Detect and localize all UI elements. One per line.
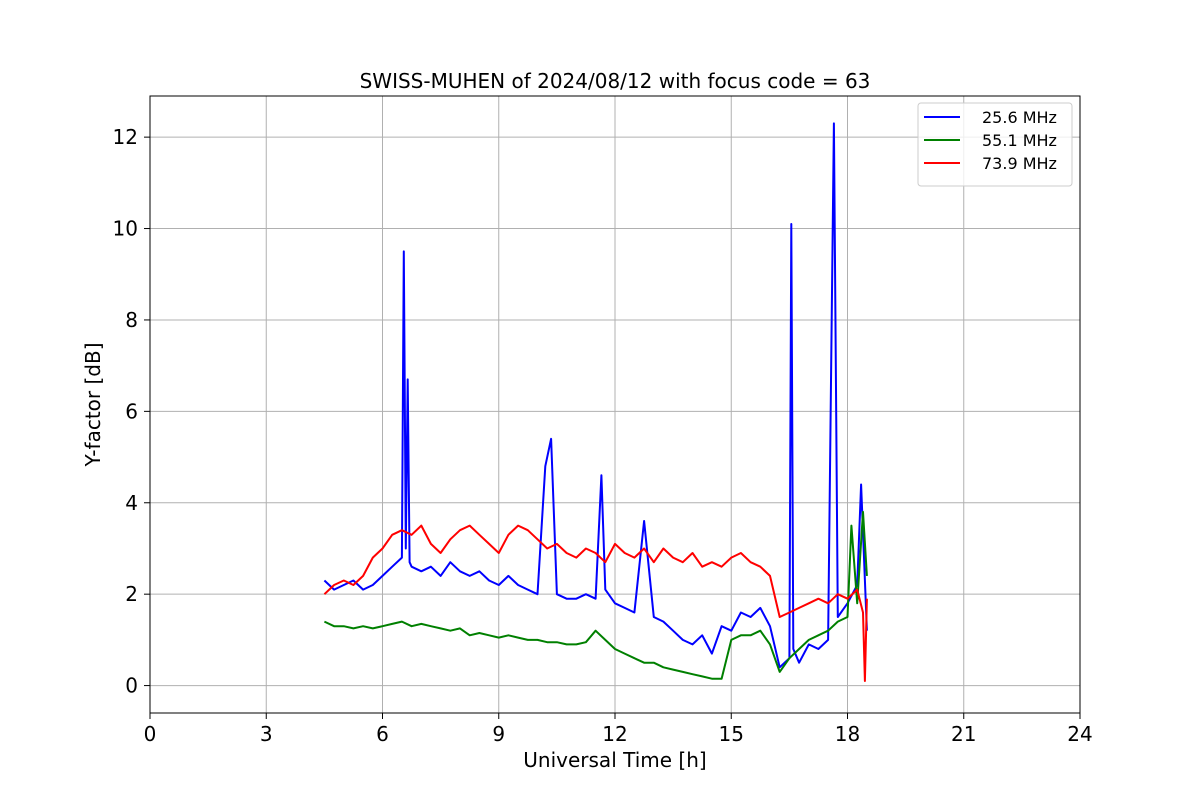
y-tick-label: 0 bbox=[125, 674, 138, 698]
y-axis-label: Y-factor [dB] bbox=[81, 342, 105, 467]
x-tick-label: 12 bbox=[602, 722, 627, 746]
y-tick-label: 10 bbox=[113, 217, 138, 241]
x-tick-label: 15 bbox=[719, 722, 744, 746]
y-tick-label: 4 bbox=[125, 491, 138, 515]
x-tick-label: 6 bbox=[376, 722, 389, 746]
x-tick-label: 9 bbox=[492, 722, 505, 746]
series-line-73-9-mhz bbox=[323, 524, 868, 682]
legend-box bbox=[917, 102, 1073, 187]
series-line-55-1-mhz bbox=[323, 510, 868, 680]
legend-label: 25.6 MHz bbox=[982, 108, 1057, 127]
x-tick-label: 18 bbox=[835, 722, 860, 746]
x-tick-label: 21 bbox=[951, 722, 976, 746]
series-layer bbox=[323, 122, 868, 682]
x-tick-label: 24 bbox=[1067, 722, 1092, 746]
x-tick-label: 0 bbox=[144, 722, 157, 746]
y-tick-label: 2 bbox=[125, 582, 138, 606]
y-tick-label: 8 bbox=[125, 308, 138, 332]
x-tick-label: 3 bbox=[260, 722, 273, 746]
y-tick-label: 6 bbox=[125, 399, 138, 423]
legend-label: 73.9 MHz bbox=[982, 154, 1057, 173]
y-tick-label: 12 bbox=[113, 125, 138, 149]
legend: 25.6 MHz 55.1 MHz 73.9 MHz bbox=[917, 102, 1073, 187]
legend-label: 55.1 MHz bbox=[982, 131, 1057, 150]
series-line-25-6-mhz bbox=[323, 122, 868, 669]
chart-title: SWISS-MUHEN of 2024/08/12 with focus cod… bbox=[360, 69, 871, 93]
x-axis-label: Universal Time [h] bbox=[523, 748, 706, 772]
